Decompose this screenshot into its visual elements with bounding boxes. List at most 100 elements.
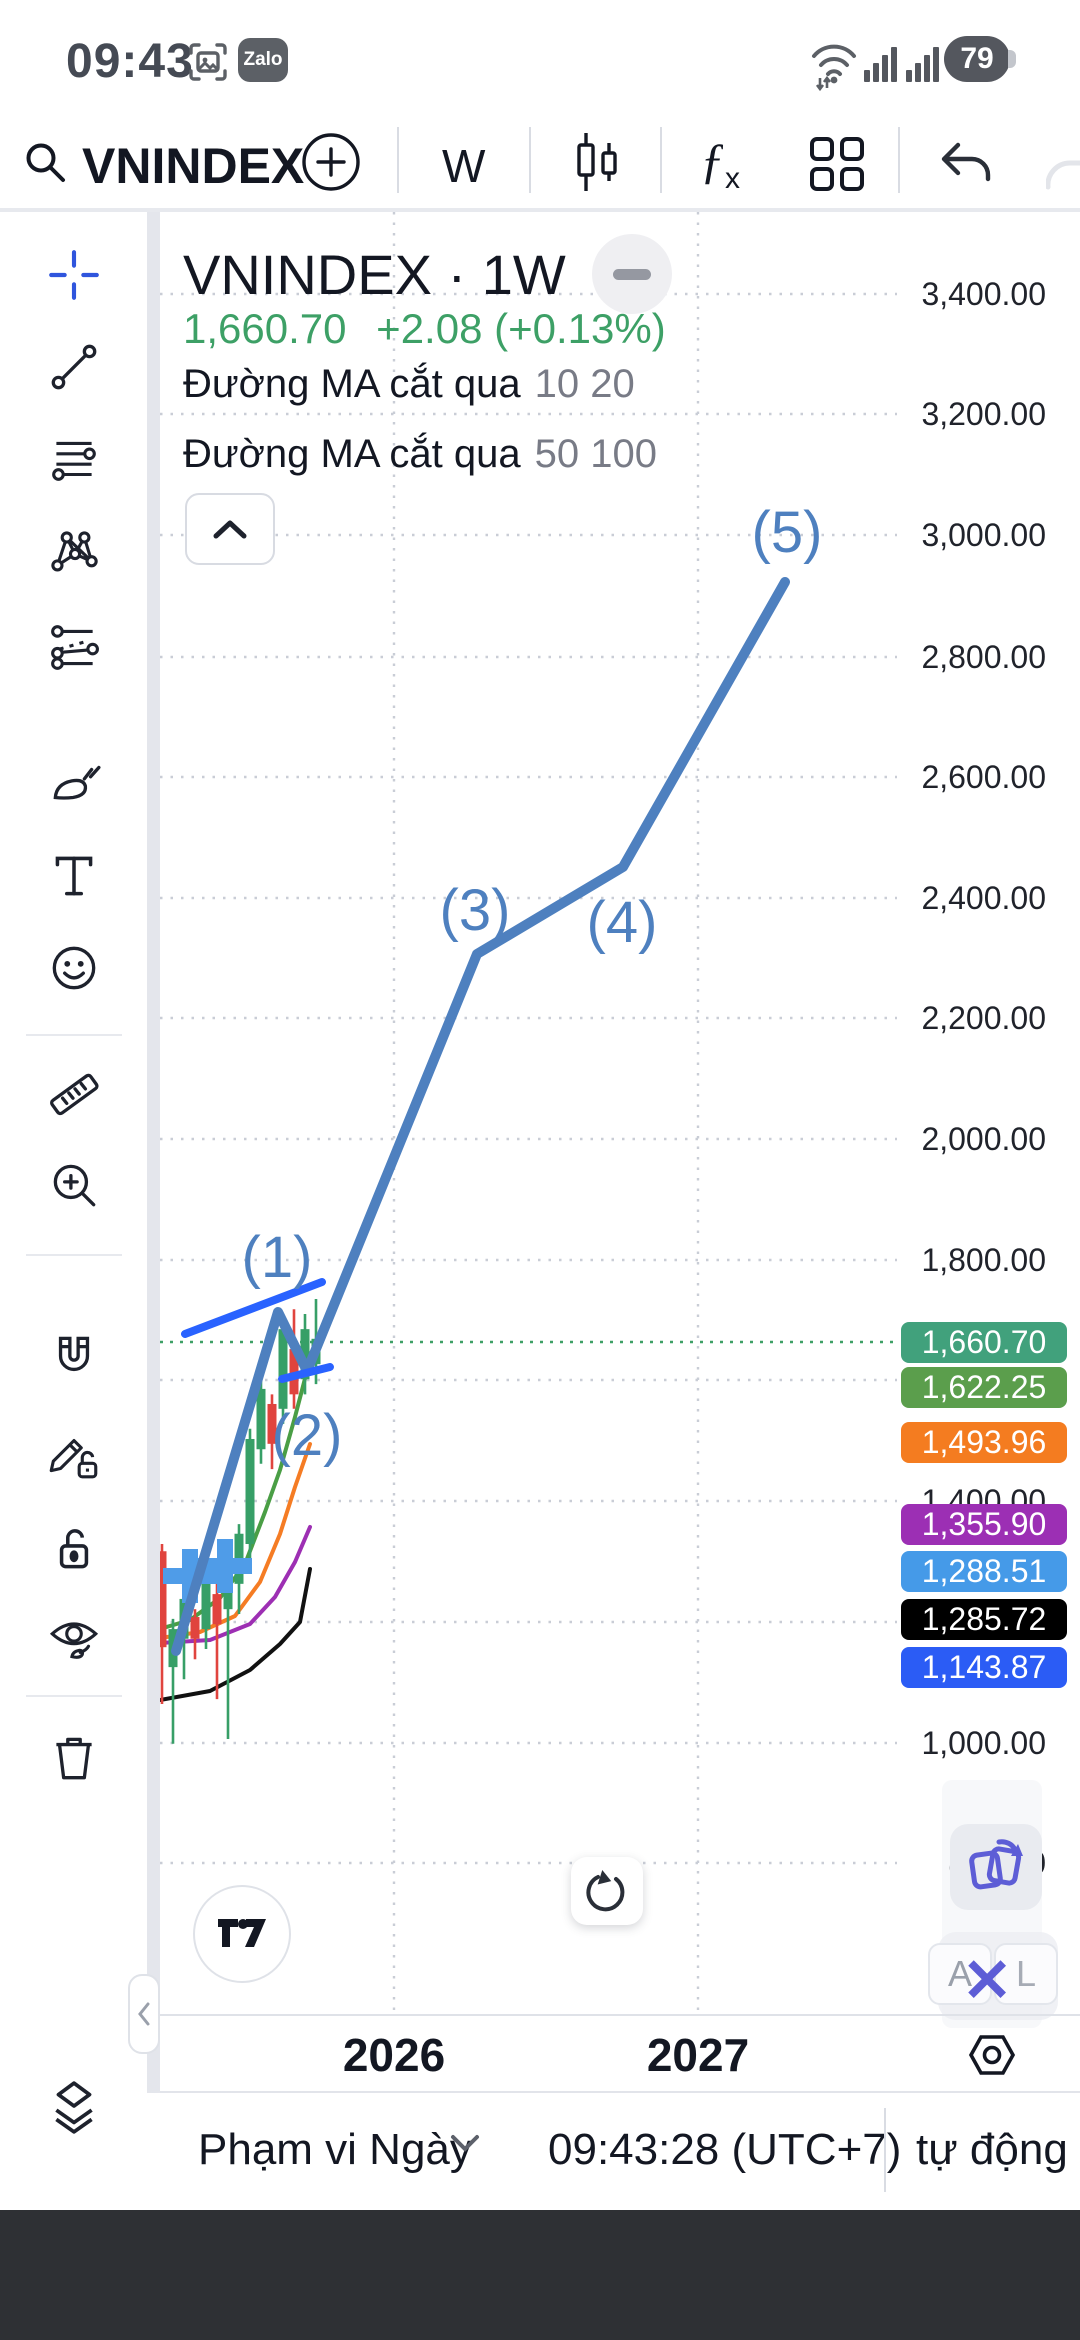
price-change-row: 1,660.70 +2.08 (+0.13%) [183, 305, 666, 353]
sidebar-separator [26, 1034, 122, 1036]
magnet-tool[interactable] [44, 1327, 104, 1387]
auto-scale-label[interactable]: tự động [916, 2125, 1068, 2174]
indicators-button[interactable]: ƒx [700, 132, 740, 195]
crosshair-tool[interactable] [44, 245, 104, 305]
add-button[interactable] [300, 131, 362, 193]
chevron-up-icon [213, 520, 247, 539]
emoji-tool[interactable] [44, 938, 104, 998]
auto-scale-button[interactable]: A [928, 1943, 992, 2005]
status-clock: 09:43 [66, 35, 194, 88]
measure-tool[interactable] [44, 1063, 104, 1123]
candle [300, 1314, 310, 1395]
indicator-name: Đường MA cắt qua [183, 432, 521, 476]
indicator-legend-row[interactable]: Đường MA cắt qua 10 20 [183, 362, 635, 407]
lock-all-tool[interactable] [44, 1518, 104, 1578]
reload-icon [586, 1869, 625, 1912]
drawing-toolbar [0, 212, 148, 2092]
undo-icon[interactable] [932, 137, 996, 195]
toolbar-divider-line [0, 208, 1080, 212]
battery-indicator: 79 [944, 36, 1010, 82]
chevron-left-icon [138, 2002, 150, 2026]
layout-grid-icon[interactable] [806, 133, 868, 195]
price-axis-label: 2,400.00 [921, 880, 1046, 916]
top-toolbar: VNINDEX W ƒx [0, 115, 1080, 208]
object-tree-button[interactable] [44, 2077, 104, 2137]
wave-label[interactable]: (2) [272, 1403, 343, 1468]
trendline-drawing[interactable] [278, 1363, 334, 1383]
chart-legend-header: VNINDEX · 1W [183, 234, 672, 314]
indicator-legend-row[interactable]: Đường MA cắt qua 50 100 [183, 432, 657, 477]
redo-icon-partial[interactable] [1046, 141, 1080, 195]
wifi-icon [812, 44, 856, 92]
minus-icon [612, 268, 651, 280]
bottom-bar [0, 2093, 1080, 2210]
android-navigation-bar [0, 2210, 1080, 2340]
last-price: 1,660.70 [183, 305, 347, 352]
chart-title[interactable]: VNINDEX · 1W [183, 242, 566, 306]
log-scale-button[interactable]: L [994, 1943, 1058, 2005]
toolbar-divider [898, 127, 900, 193]
text-tool[interactable] [44, 845, 104, 905]
delete-drawings-tool[interactable] [44, 1728, 104, 1788]
xabcd-pattern-tool[interactable] [44, 523, 104, 583]
ma-cross-signal-marker[interactable] [163, 1549, 217, 1603]
wave-label[interactable]: (5) [752, 500, 823, 565]
horizontal-lines-tool[interactable] [44, 430, 104, 490]
toolbar-collapse-handle[interactable] [128, 1974, 160, 2054]
chevron-down-icon [451, 2135, 479, 2152]
trendline-drawing[interactable] [181, 1278, 326, 1338]
price-axis-label: 2,200.00 [921, 1000, 1046, 1036]
ma-cross-signal-marker[interactable] [198, 1539, 252, 1593]
wave-label[interactable]: (3) [440, 878, 511, 943]
time-axis-label: 2027 [646, 2029, 750, 2081]
parallel-channel-tool[interactable] [44, 617, 104, 677]
chart-style-icon[interactable] [566, 129, 628, 195]
candle [212, 1583, 222, 1700]
price-tag: 1,288.51 [901, 1551, 1067, 1592]
price-chart[interactable]: (1) (2) (3) (4) (5) [160, 212, 1080, 2015]
price-tag: 1,660.70 [901, 1322, 1067, 1363]
trendline-tool[interactable] [44, 337, 104, 397]
price-tag: 1,143.87 [901, 1647, 1067, 1688]
collapse-legend-button[interactable] [185, 493, 275, 565]
toolbar-divider [660, 127, 662, 193]
search-icon[interactable] [22, 139, 70, 187]
close-cursor-icon[interactable]: ✕ [962, 1947, 1013, 2014]
status-bar: 09:43 Zalo 79 [0, 0, 1080, 115]
zoom-in-tool[interactable] [44, 1155, 104, 1215]
screenshot-icon [189, 43, 227, 81]
indicator-params: 50 100 [534, 432, 657, 476]
session-clock[interactable]: 09:43:28 (UTC+7) [548, 2125, 902, 2174]
elliott-wave-line[interactable] [171, 577, 790, 1656]
price-axis[interactable]: 3,400.00 3,200.00 3,000.00 2,800.00 2,600.00… [880, 212, 1080, 2015]
signal-sim1-icon [864, 47, 897, 82]
bottom-bar-divider [884, 2108, 886, 2192]
brush-tool[interactable] [44, 753, 104, 813]
price-axis-label: 2,600.00 [921, 759, 1046, 795]
collapse-source-button[interactable] [591, 234, 672, 314]
toolbar-divider [529, 127, 531, 193]
date-range-button[interactable]: Phạm vi Ngày [198, 2125, 472, 2174]
ma-line [160, 1567, 312, 1702]
candle [256, 1379, 266, 1464]
hide-drawings-tool[interactable] [44, 1610, 104, 1670]
wave-label[interactable]: (4) [587, 890, 658, 955]
drawing-edit-lock-tool[interactable] [44, 1423, 104, 1483]
battery-cap [1008, 50, 1016, 68]
interval-button[interactable]: W [442, 140, 486, 192]
timezone-settings-icon[interactable] [966, 2032, 1018, 2078]
price-change: +2.08 (+0.13%) [376, 305, 666, 352]
reset-chart-button[interactable] [571, 1857, 643, 1925]
wave-label[interactable]: (1) [242, 1225, 313, 1290]
price-tag: 1,493.96 [901, 1422, 1067, 1463]
tradingview-logo[interactable] [193, 1885, 291, 1983]
rotate-screen-icon [969, 1839, 1023, 1890]
rotate-screen-button[interactable] [950, 1824, 1042, 1910]
candle [190, 1609, 200, 1660]
symbol-search-button[interactable]: VNINDEX [82, 138, 305, 194]
time-axis-label: 2026 [342, 2029, 446, 2081]
price-axis-label: 1,800.00 [921, 1242, 1046, 1278]
sidebar-separator [26, 1695, 122, 1697]
timeline-separator [160, 2014, 1080, 2016]
